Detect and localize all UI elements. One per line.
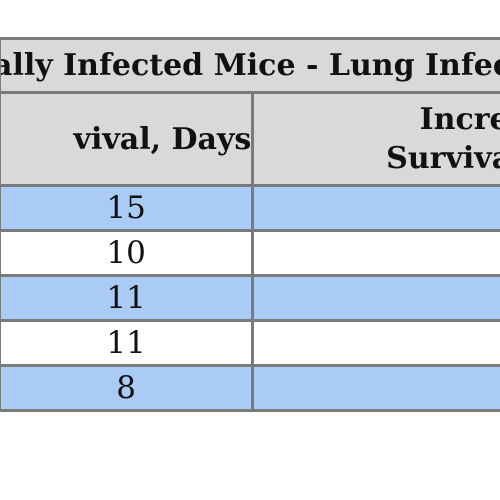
table-row: 11 3 <box>0 319 500 367</box>
table-row: 8 0 <box>0 364 500 412</box>
survival-table: ally Infected Mice - Lung Infect vival, … <box>0 37 500 412</box>
column-header-survival-days: vival, Days <box>0 91 255 187</box>
column-header-survival-days-label: vival, Days <box>73 121 252 157</box>
survival-days-cell: 15 <box>0 184 255 232</box>
table-title-cell: ally Infected Mice - Lung Infect <box>0 37 500 94</box>
survival-days-cell: 10 <box>0 229 255 277</box>
table-row: 11 3 <box>0 274 500 322</box>
survival-days-cell: 8 <box>0 364 255 412</box>
increase-survival-cell: 0 <box>251 364 500 412</box>
table-title: ally Infected Mice - Lung Infect <box>0 48 500 83</box>
survival-days-cell: 11 <box>0 274 255 322</box>
title-row: ally Infected Mice - Lung Infect <box>0 37 500 94</box>
header-row: vival, Days Increas Survival, <box>0 91 500 187</box>
increase-survival-cell: 2 <box>251 229 500 277</box>
table-row: 15 7 <box>0 184 500 232</box>
table-row: 10 2 <box>0 229 500 277</box>
increase-survival-cell: 3 <box>251 274 500 322</box>
increase-survival-cell: 3 <box>251 319 500 367</box>
increase-survival-cell: 7 <box>251 184 500 232</box>
column-header-increase-survival: Increas Survival, <box>251 91 500 187</box>
column-header-increase-line1: Increas <box>419 102 500 137</box>
column-header-increase-line2: Survival, <box>386 141 500 176</box>
survival-days-cell: 11 <box>0 319 255 367</box>
